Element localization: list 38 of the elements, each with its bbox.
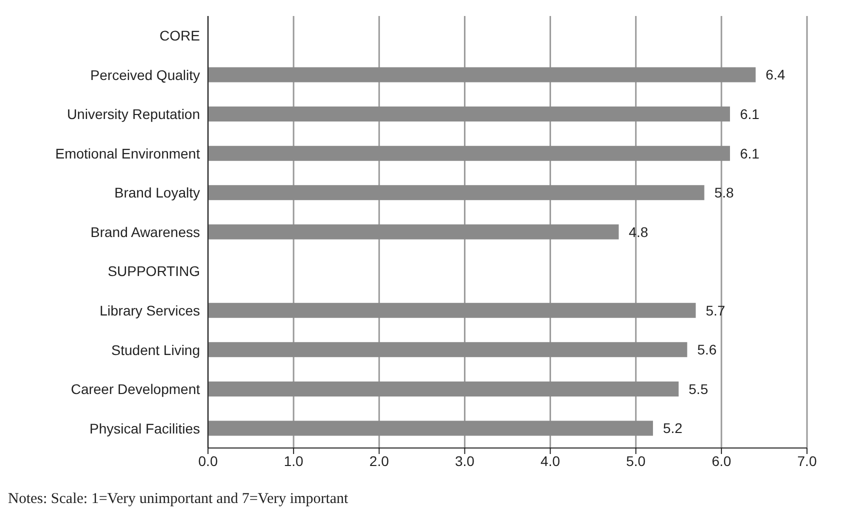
y-tick-label: Perceived Quality [90, 66, 200, 83]
y-tick-label: Student Living [111, 342, 200, 358]
y-tick-label: Physical Facilities [90, 420, 200, 436]
y-tick-label: Brand Awareness [90, 224, 200, 240]
bar [208, 420, 653, 436]
y-tick-label: Emotional Environment [55, 145, 200, 162]
x-tick-label: 4.0 [540, 452, 560, 469]
bar [208, 146, 730, 161]
y-tick-label: Career Development [70, 381, 200, 398]
x-tick-label: 5.0 [626, 452, 646, 469]
x-tick-label: 0.0 [198, 452, 218, 469]
x-tick-label: 1.0 [284, 452, 304, 469]
x-tick-label: 3.0 [454, 452, 475, 469]
bar [208, 67, 756, 82]
data-label: 4.8 [628, 224, 648, 240]
y-tick-label: SUPPORTING [108, 263, 200, 280]
y-tick-label: University Reputation [66, 106, 200, 122]
y-tick-label: Library Services [100, 302, 200, 319]
data-label: 5.6 [697, 342, 717, 358]
data-label: 5.8 [714, 184, 734, 201]
data-label: 6.4 [766, 66, 786, 83]
data-label: 6.1 [740, 145, 760, 162]
y-tick-label: CORE [160, 28, 200, 44]
bar [208, 224, 619, 240]
text: Notes: Scale: 1=Very unimportant and 7=Very important [8, 491, 350, 508]
x-tick-label: 6.0 [712, 452, 732, 469]
x-tick-label: 2.0 [369, 452, 390, 469]
data-label: 6.1 [740, 106, 760, 122]
bar [208, 381, 679, 396]
x-tick-label: 7.0 [797, 452, 817, 469]
bar [208, 185, 704, 200]
data-label: 5.7 [706, 302, 726, 318]
bar [208, 302, 696, 318]
bar [208, 342, 688, 358]
data-label: 5.5 [688, 380, 708, 397]
y-tick-label: Brand Loyalty [114, 184, 200, 201]
data-label: 5.2 [662, 420, 683, 436]
bar [208, 106, 730, 122]
